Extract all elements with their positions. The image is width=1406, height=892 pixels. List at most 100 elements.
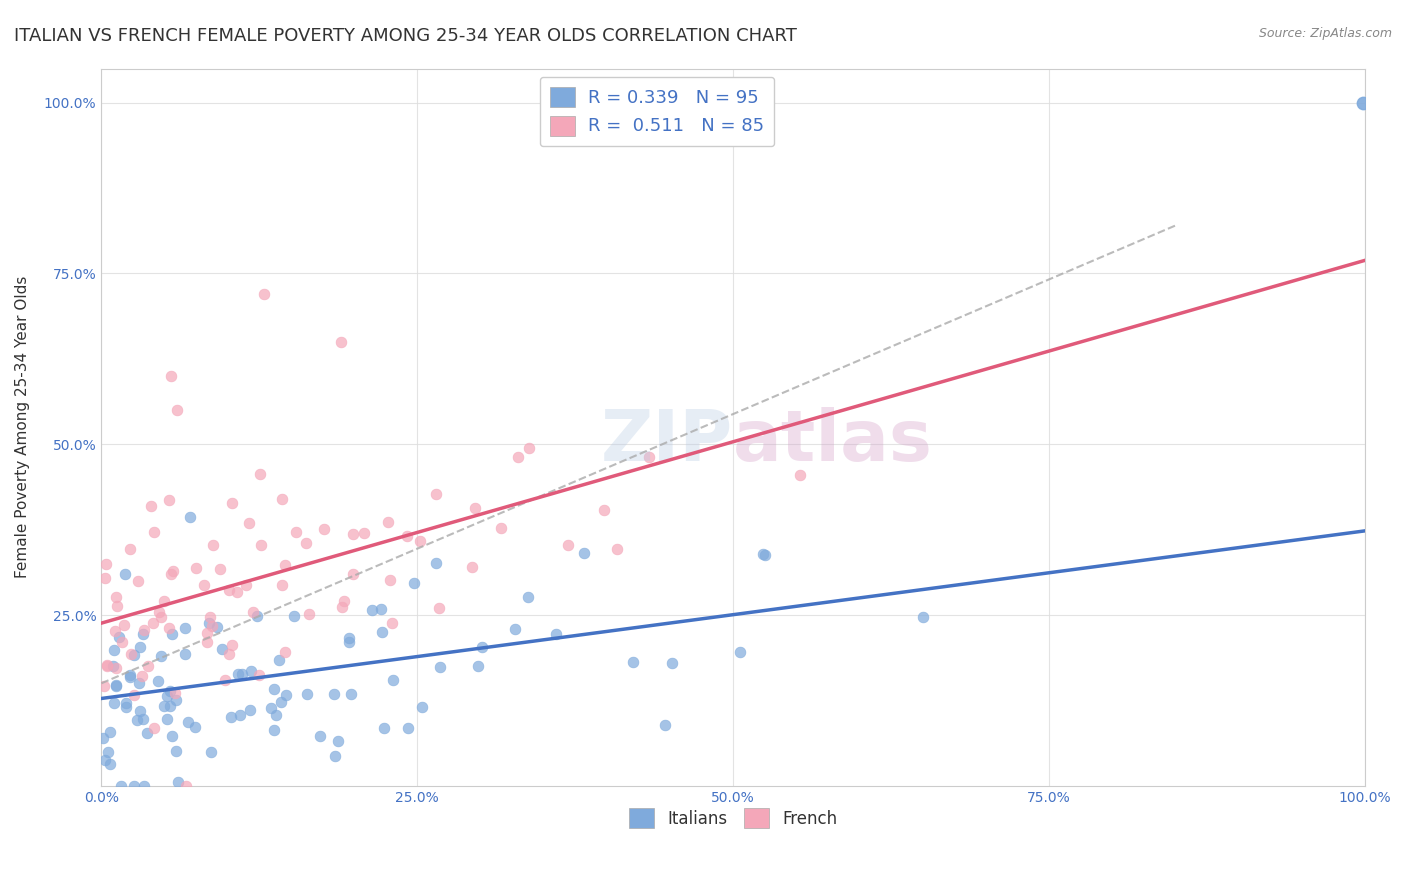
Point — [467, 659, 489, 673]
Point — [93, 679, 115, 693]
Point — [165, 686, 187, 700]
Point — [155, 689, 177, 703]
Point — [128, 676, 150, 690]
Point — [661, 657, 683, 671]
Point — [1353, 95, 1375, 110]
Point — [165, 692, 187, 706]
Point — [120, 670, 142, 684]
Point — [229, 708, 252, 723]
Text: atlas: atlas — [733, 407, 934, 476]
Point — [166, 403, 188, 417]
Point — [103, 643, 125, 657]
Point — [105, 678, 128, 692]
Point — [211, 642, 233, 657]
Point — [517, 590, 540, 604]
Point — [94, 571, 117, 585]
Point — [271, 491, 294, 506]
Point — [150, 648, 173, 663]
Point — [404, 576, 426, 591]
Point — [429, 660, 451, 674]
Point — [373, 722, 395, 736]
Text: Source: ZipAtlas.com: Source: ZipAtlas.com — [1258, 27, 1392, 40]
Point — [218, 583, 240, 598]
Point — [100, 724, 122, 739]
Point — [754, 548, 776, 562]
Point — [337, 634, 360, 648]
Point — [159, 698, 181, 713]
Point — [197, 615, 219, 630]
Point — [308, 729, 330, 743]
Point — [219, 710, 242, 724]
Point — [146, 673, 169, 688]
Point — [377, 515, 399, 529]
Point — [201, 619, 224, 633]
Point — [398, 721, 420, 735]
Point — [238, 516, 260, 531]
Point — [508, 450, 530, 464]
Point — [274, 645, 297, 659]
Point — [104, 679, 127, 693]
Point — [231, 667, 253, 681]
Point — [166, 775, 188, 789]
Point — [267, 653, 290, 667]
Point — [489, 521, 512, 535]
Point — [105, 599, 128, 613]
Point — [378, 573, 401, 587]
Point — [361, 603, 384, 617]
Point — [239, 703, 262, 717]
Point — [557, 538, 579, 552]
Point — [249, 467, 271, 482]
Point — [96, 659, 118, 673]
Point — [96, 657, 118, 672]
Point — [471, 640, 494, 654]
Point — [621, 656, 644, 670]
Point — [326, 733, 349, 747]
Point — [174, 620, 197, 634]
Point — [97, 745, 120, 759]
Point — [240, 665, 263, 679]
Point — [136, 659, 159, 673]
Point — [461, 560, 484, 574]
Point — [283, 608, 305, 623]
Point — [235, 577, 257, 591]
Point — [132, 627, 155, 641]
Point — [370, 602, 392, 616]
Point — [381, 616, 404, 631]
Point — [249, 538, 271, 552]
Point — [159, 683, 181, 698]
Point — [333, 593, 356, 607]
Point — [226, 666, 249, 681]
Point — [128, 640, 150, 654]
Point — [179, 509, 201, 524]
Point — [110, 779, 132, 793]
Point — [160, 626, 183, 640]
Point — [174, 779, 197, 793]
Point — [425, 487, 447, 501]
Point — [221, 496, 243, 510]
Point — [114, 567, 136, 582]
Point — [381, 673, 404, 687]
Point — [284, 524, 307, 539]
Point — [246, 609, 269, 624]
Point — [574, 546, 596, 560]
Point — [118, 668, 141, 682]
Point — [263, 682, 285, 697]
Point — [221, 638, 243, 652]
Point — [143, 721, 166, 735]
Point — [193, 578, 215, 592]
Point — [143, 524, 166, 539]
Point — [177, 714, 200, 729]
Point — [298, 607, 321, 621]
Point — [148, 606, 170, 620]
Point — [162, 565, 184, 579]
Point — [789, 468, 811, 483]
Point — [101, 659, 124, 673]
Point — [606, 542, 628, 557]
Point — [105, 590, 128, 604]
Point — [150, 609, 173, 624]
Point — [131, 669, 153, 683]
Point — [342, 526, 364, 541]
Point — [503, 622, 526, 636]
Point — [114, 697, 136, 711]
Point — [638, 450, 661, 464]
